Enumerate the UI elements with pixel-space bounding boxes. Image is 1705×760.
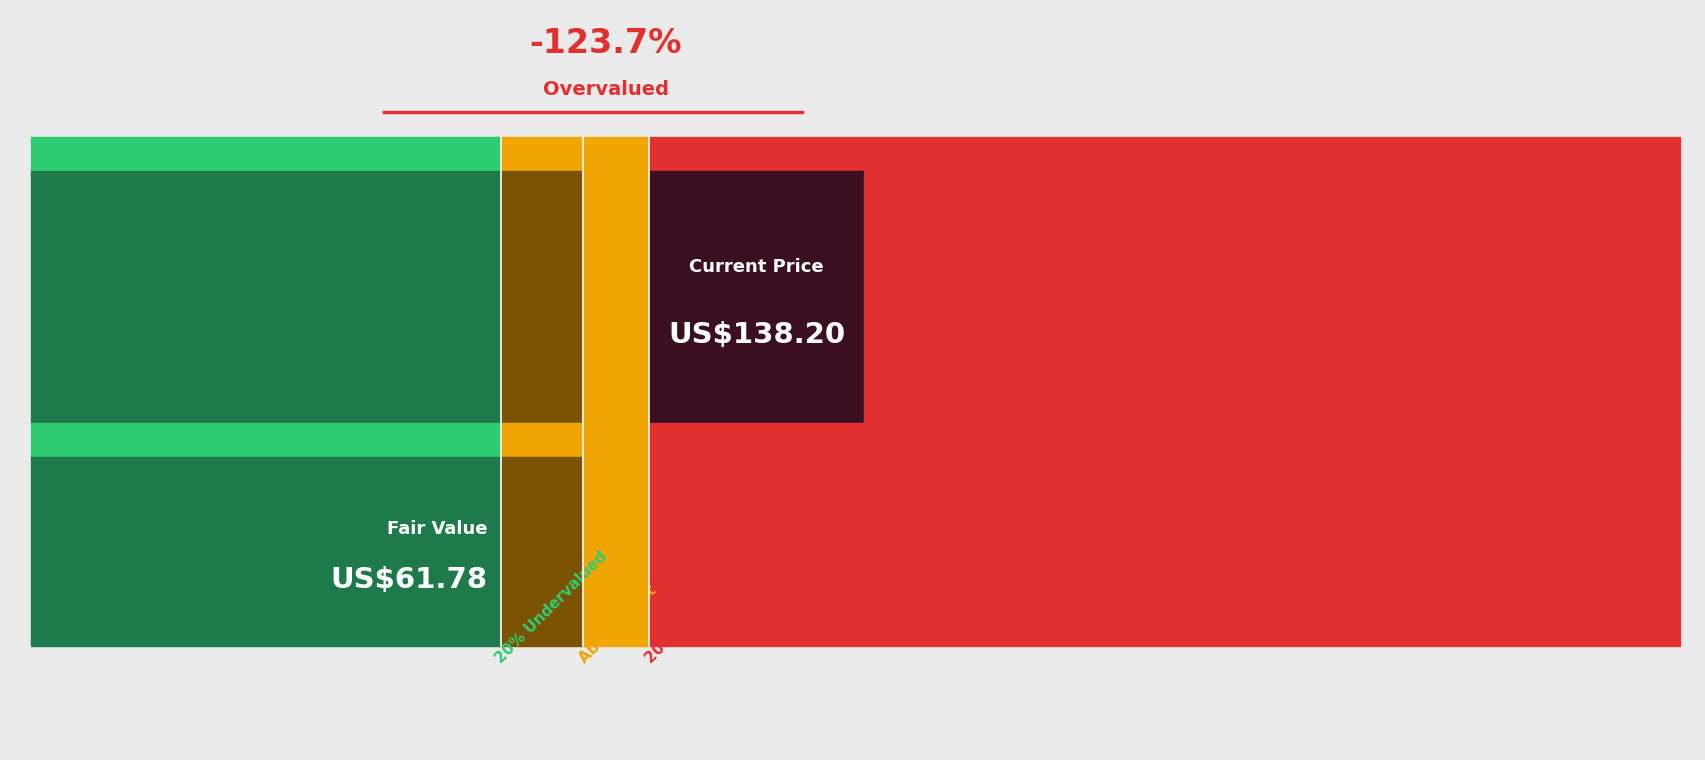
Text: US$61.78: US$61.78: [331, 566, 488, 594]
Bar: [583, 423, 650, 458]
Text: 20% Undervalued: 20% Undervalued: [493, 548, 610, 666]
Bar: [31, 137, 501, 171]
Bar: [583, 458, 650, 646]
Text: About Right: About Right: [576, 583, 660, 666]
Bar: [501, 137, 583, 171]
Bar: [583, 171, 650, 423]
Bar: [583, 137, 650, 171]
Bar: [31, 171, 501, 423]
Bar: [501, 423, 583, 458]
Bar: [501, 458, 583, 646]
Bar: [650, 423, 1679, 458]
Bar: [650, 171, 863, 423]
Bar: [863, 171, 1679, 423]
Text: 20% Overvalued: 20% Overvalued: [643, 556, 752, 666]
Text: Fair Value: Fair Value: [387, 520, 488, 538]
Text: Current Price: Current Price: [689, 258, 824, 276]
Bar: [650, 137, 1679, 171]
Bar: [501, 171, 583, 423]
Bar: [650, 458, 1679, 646]
Text: -123.7%: -123.7%: [529, 27, 682, 59]
Text: US$138.20: US$138.20: [668, 321, 844, 349]
Text: Overvalued: Overvalued: [542, 80, 668, 99]
Bar: [31, 458, 501, 646]
Bar: [31, 423, 501, 458]
